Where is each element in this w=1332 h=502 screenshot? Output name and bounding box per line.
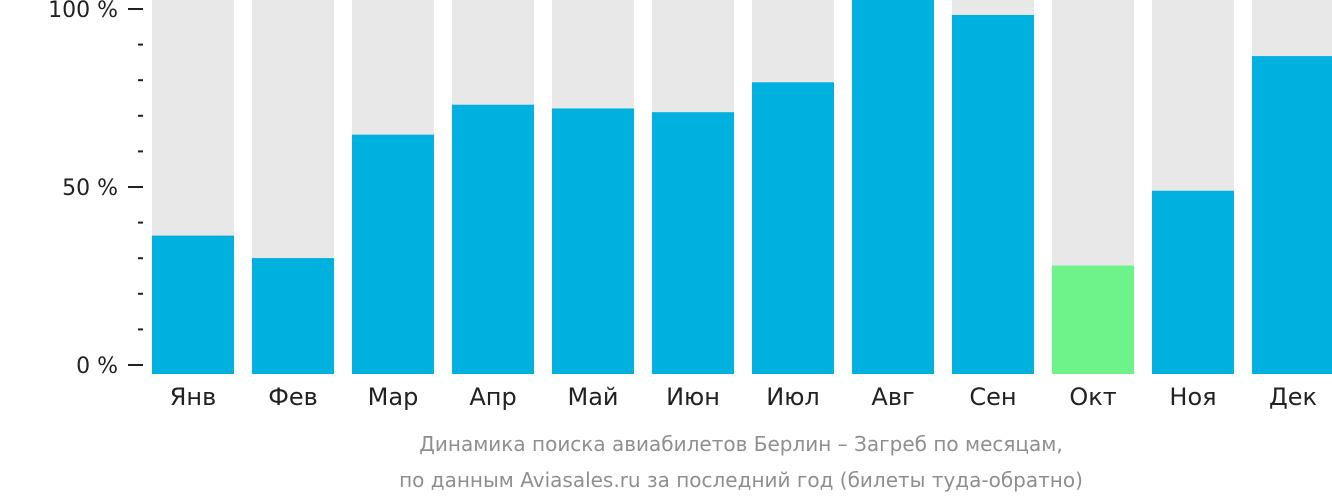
x-tick-label-8: Сен xyxy=(969,383,1016,411)
bar-5 xyxy=(652,112,734,374)
y-tick-label-2: 100 % xyxy=(48,0,118,23)
x-tick-label-7: Авг xyxy=(871,383,914,411)
bar-4 xyxy=(552,108,634,375)
x-tick-label-10: Ноя xyxy=(1169,383,1216,411)
x-axis-labels: Янв Фев Мар Апр Май Июн Июл Авг Сен Окт Ноя Дек xyxy=(170,383,1317,411)
caption-line-2: по данным Aviasales.ru за последний год … xyxy=(399,468,1083,492)
bar-11 xyxy=(1252,56,1332,374)
y-tick-label-0: 0 % xyxy=(76,354,118,379)
x-tick-label-11: Дек xyxy=(1269,383,1317,411)
x-tick-label-9: Окт xyxy=(1069,383,1116,411)
x-tick-label-6: Июл xyxy=(766,383,820,411)
bar-9 xyxy=(1052,265,1134,374)
bars xyxy=(152,0,1332,375)
x-tick-label-5: Июн xyxy=(666,383,720,411)
bar-10 xyxy=(1152,190,1234,374)
y-tick-label-1: 50 % xyxy=(62,176,118,201)
bar-3 xyxy=(452,104,534,374)
x-tick-label-1: Фев xyxy=(268,383,318,411)
x-tick-label-4: Май xyxy=(567,383,618,411)
bar-1 xyxy=(252,258,334,374)
bar-7 xyxy=(852,0,934,374)
bar-2 xyxy=(352,134,434,374)
bar-0 xyxy=(152,235,234,374)
bar-8 xyxy=(952,14,1034,375)
x-tick-label-2: Мар xyxy=(368,383,419,411)
bar-6 xyxy=(752,82,834,374)
y-axis: 0 % 50 % 100 % xyxy=(48,0,143,379)
x-tick-label-3: Апр xyxy=(469,383,516,411)
x-tick-label-0: Янв xyxy=(170,383,217,411)
caption-line-1: Динамика поиска авиабилетов Берлин – Заг… xyxy=(419,432,1062,456)
